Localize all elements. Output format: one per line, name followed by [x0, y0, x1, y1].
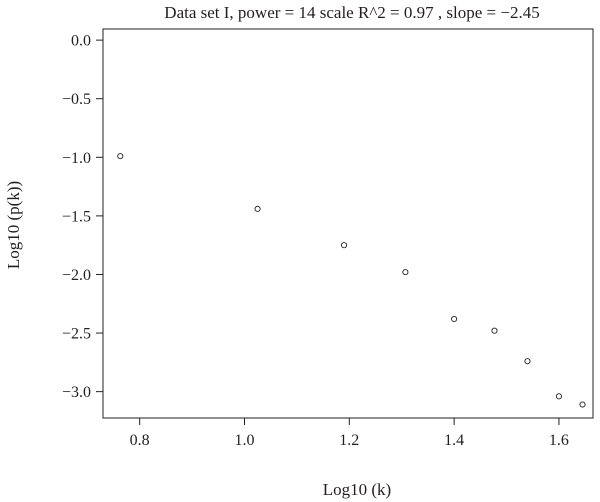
- x-tick-label: 1.2: [339, 432, 359, 449]
- data-points: [117, 153, 586, 408]
- y-tick-label: −3.0: [62, 384, 91, 401]
- chart-title: Data set I, power = 14 scale R^2 = 0.97 …: [164, 3, 539, 22]
- y-tick-label: −1.5: [62, 208, 91, 225]
- x-axis: 0.8 1.0 1.2 1.4 1.6: [130, 418, 569, 449]
- x-tick-label: 0.8: [130, 432, 150, 449]
- data-point: [579, 401, 586, 408]
- x-tick-label: 1.4: [444, 432, 464, 449]
- x-axis-label: Log10 (k): [323, 480, 391, 499]
- y-tick-label: −2.5: [62, 326, 91, 343]
- y-tick-label: 0.0: [71, 33, 91, 50]
- data-point: [451, 315, 458, 323]
- data-point: [555, 393, 562, 400]
- data-point: [117, 153, 124, 160]
- y-axis: 0.0 −0.5 −1.0 −1.5 −2.0 −2.5 −3.0: [62, 33, 103, 401]
- data-point: [341, 242, 348, 249]
- plot-frame: [102, 28, 594, 419]
- data-point: [254, 205, 261, 212]
- x-tick-label: 1.0: [234, 432, 254, 449]
- y-tick-label: −2.0: [62, 267, 91, 284]
- x-tick-label: 1.6: [549, 432, 569, 449]
- y-axis-label: Log10 (p(k)): [4, 181, 23, 269]
- data-point: [524, 358, 531, 365]
- y-tick-label: −1.0: [62, 150, 91, 167]
- data-point: [402, 269, 409, 276]
- data-point: [491, 327, 498, 334]
- y-tick-label: −0.5: [62, 91, 91, 108]
